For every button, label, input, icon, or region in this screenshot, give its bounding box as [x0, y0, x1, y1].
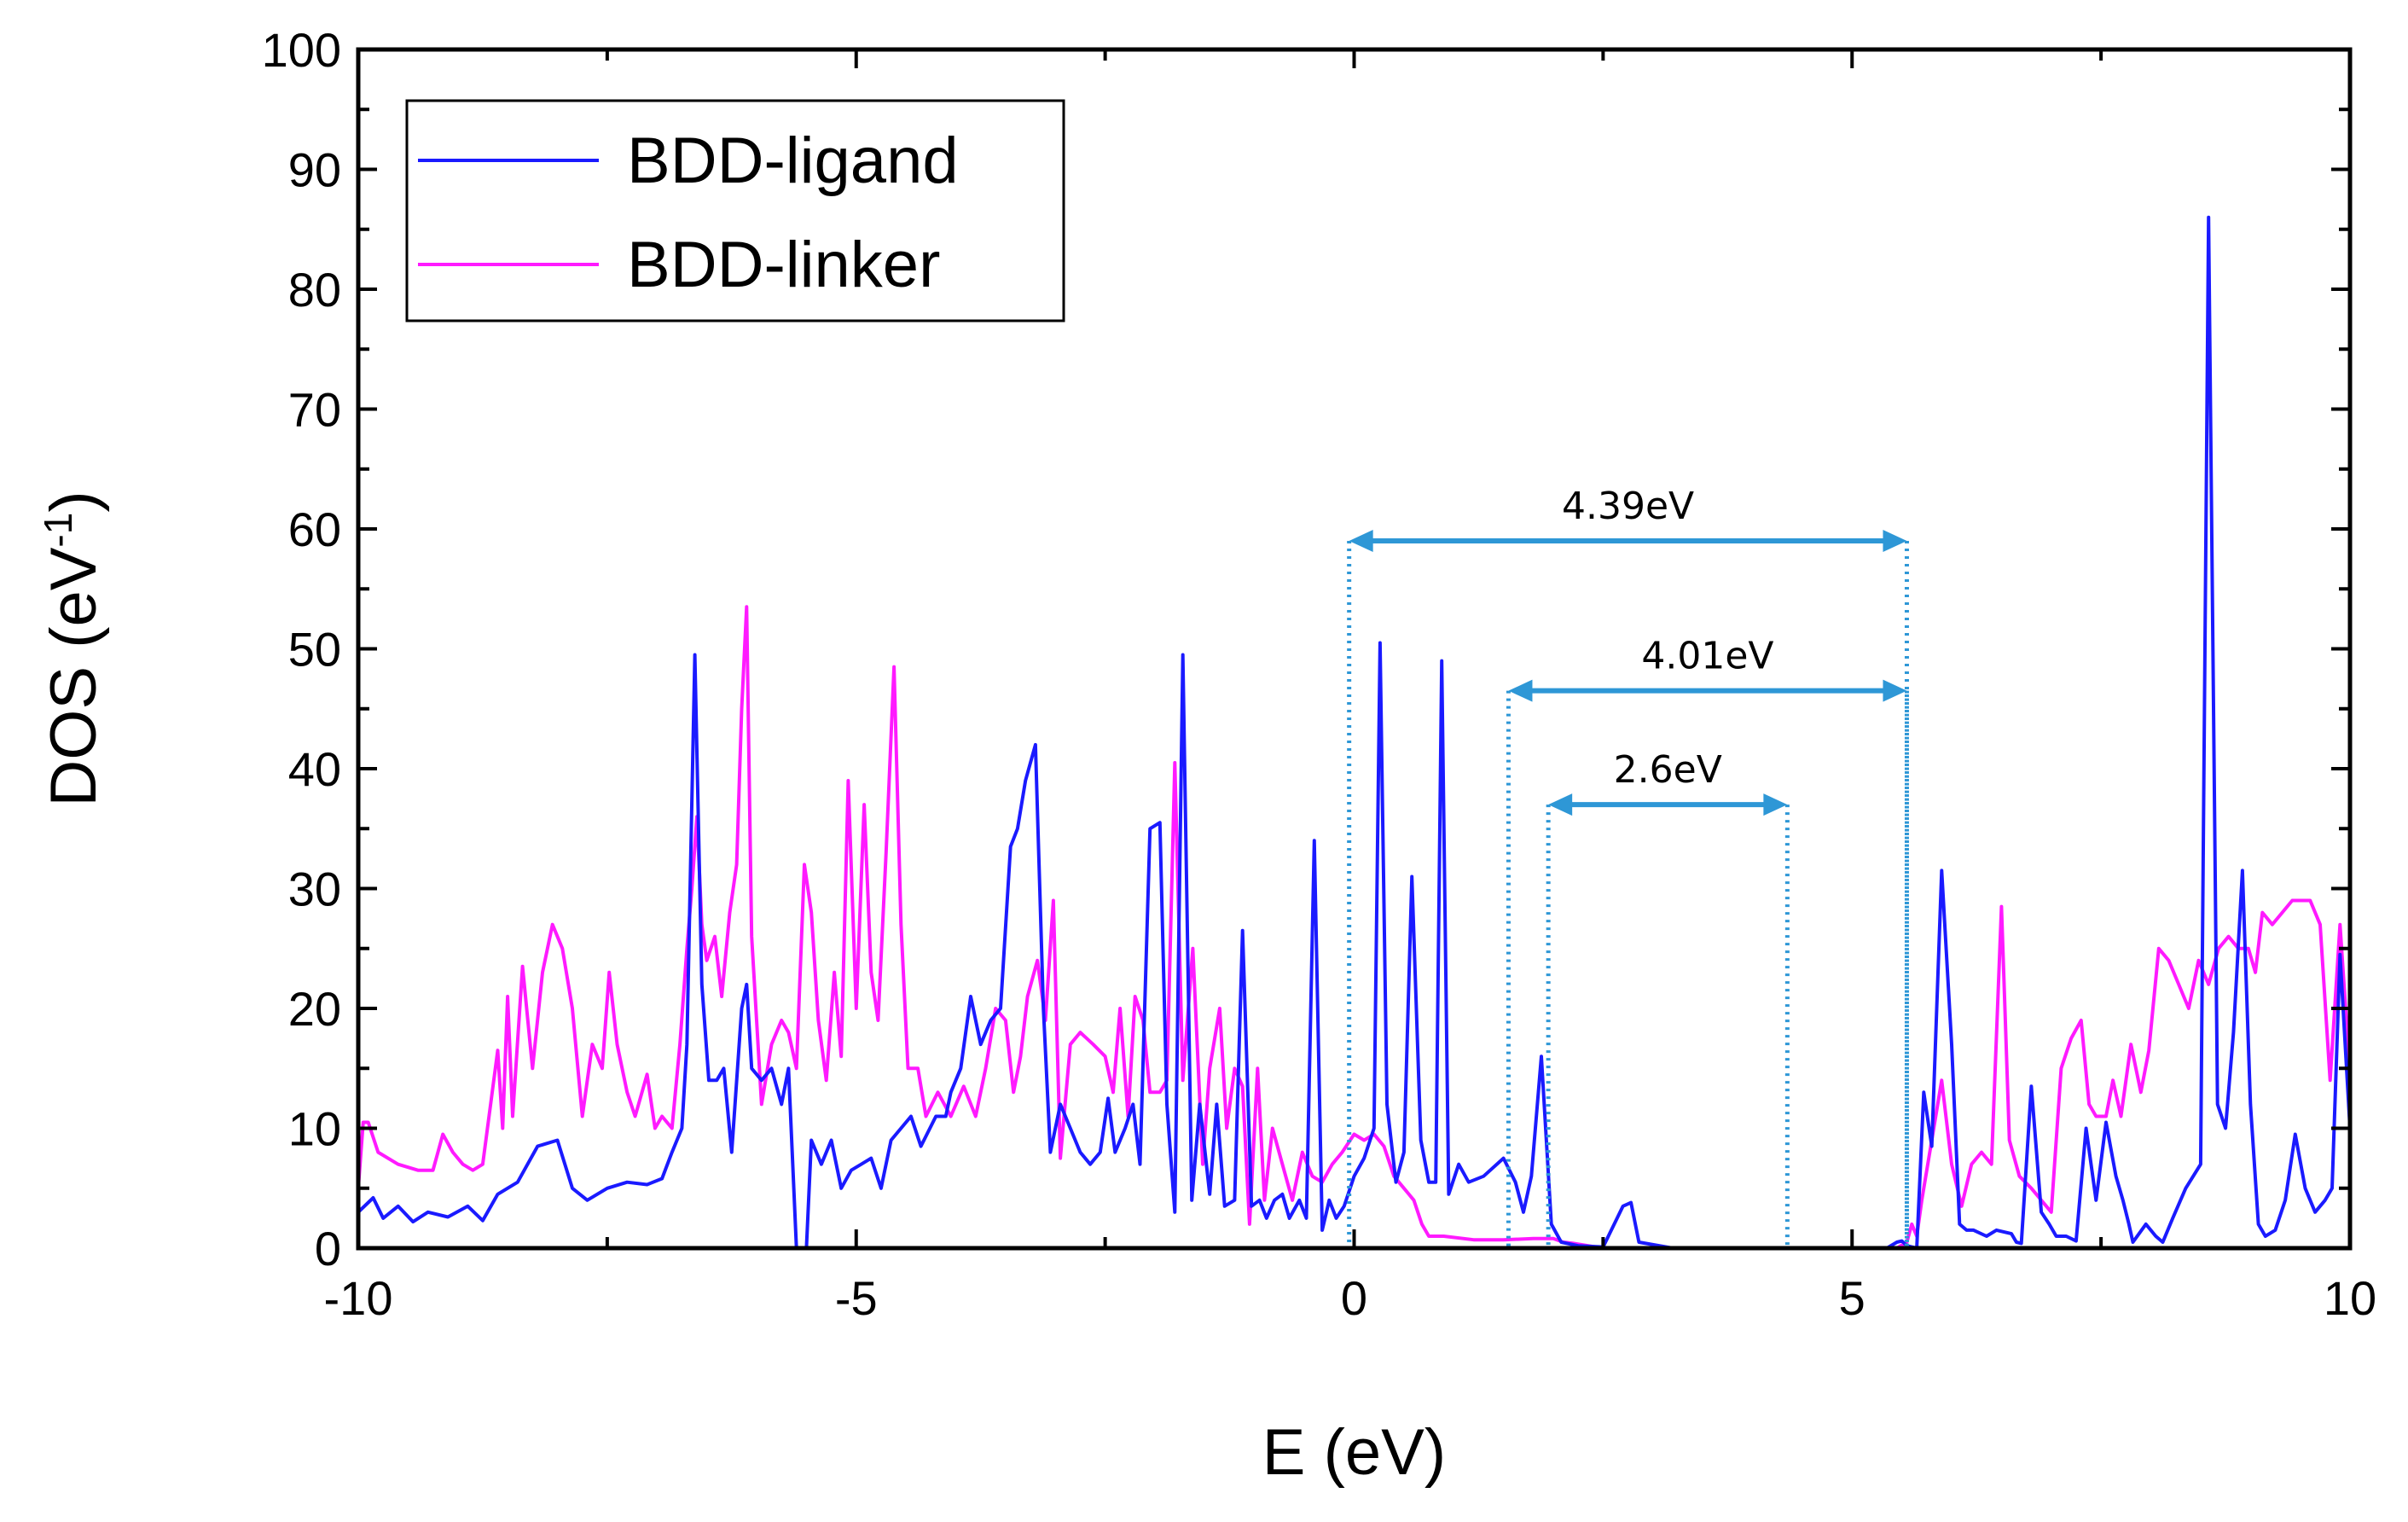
series-line-bdd-linker — [358, 605, 2350, 1248]
y-tick-label: 50 — [288, 623, 341, 677]
gap-label: 2.6eV — [1614, 748, 1722, 792]
x-tick-label: 0 — [1341, 1271, 1367, 1325]
x-axis-title: E (eV) — [1262, 1416, 1446, 1489]
x-tick-label: -5 — [835, 1271, 878, 1325]
gap-arrowhead — [1349, 530, 1373, 553]
y-axis-title-main: DOS (eV — [38, 547, 110, 806]
y-tick-label: 10 — [288, 1102, 341, 1156]
gap-label: 4.01eV — [1641, 635, 1773, 678]
x-tick-label: 10 — [2324, 1271, 2376, 1325]
series-layer — [358, 215, 2350, 1248]
legend: BDD-ligand BDD-linker — [405, 99, 1065, 322]
gap-label: 4.39eV — [1562, 485, 1694, 528]
legend-box — [405, 99, 1065, 322]
y-tick-label: 70 — [288, 383, 341, 437]
gap-arrowhead — [1883, 679, 1907, 702]
gap-annotations: 4.39eV 4.01eV 2.6eV — [1347, 485, 1909, 1248]
gap-arrowhead — [1763, 793, 1788, 816]
y-tick-label: 30 — [288, 863, 341, 916]
gap-arrowhead — [1883, 530, 1907, 553]
x-tick-label: -10 — [324, 1271, 393, 1325]
y-tick-label: 100 — [262, 23, 341, 77]
legend-label-ligand: BDD-ligand — [627, 125, 959, 197]
gap-arrowhead — [1548, 793, 1573, 816]
y-tick-label: 80 — [288, 263, 341, 317]
y-axis-title-superscript: -1 — [36, 513, 80, 548]
legend-label-linker: BDD-linker — [627, 229, 940, 301]
y-tick-label: 20 — [288, 982, 341, 1036]
y-axis-title-close: ) — [38, 491, 110, 512]
y-tick-label: 0 — [315, 1222, 341, 1275]
y-axis-title: DOS (eV-1) — [36, 491, 110, 806]
y-tick-label: 40 — [288, 742, 341, 796]
y-tick-label: 90 — [288, 143, 341, 197]
series-line-bdd-ligand — [358, 215, 2350, 1248]
axis-ticks — [357, 48, 2352, 1250]
x-tick-label: 5 — [1839, 1271, 1865, 1325]
gap-arrowhead — [1508, 679, 1533, 702]
y-tick-label: 60 — [288, 502, 341, 556]
